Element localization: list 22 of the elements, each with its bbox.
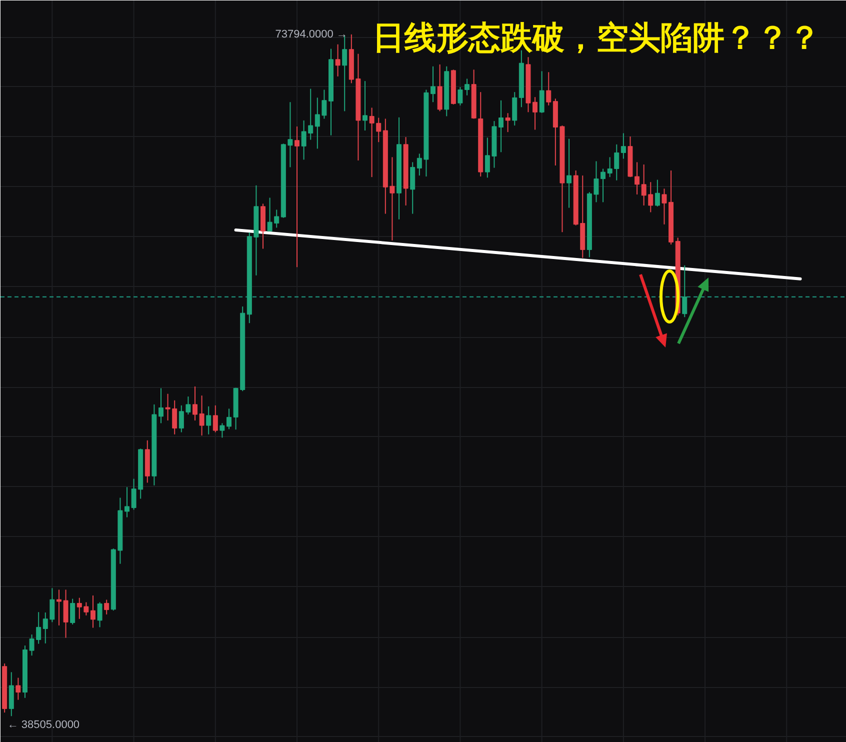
candlestick: [294, 126, 300, 268]
candlestick: [362, 80, 368, 132]
candlestick: [335, 44, 340, 77]
candlestick: [546, 72, 552, 106]
candlestick: [410, 162, 416, 214]
candlestick: [620, 132, 626, 160]
candlestick: [512, 92, 518, 126]
candlestick: [97, 602, 102, 628]
annotation: ← 38505.0000: [7, 719, 80, 732]
candlestick: [505, 112, 510, 133]
text: 日线形态跌破，空头陷阱？？？: [372, 18, 820, 56]
candlestick: [8, 672, 14, 717]
annotation: 73794.0000 →: [275, 28, 348, 40]
candlestick: [566, 138, 572, 208]
candlestick: [437, 64, 442, 112]
candlestick: [539, 70, 544, 114]
candlestick: [16, 677, 21, 700]
candlestick: [212, 404, 218, 433]
candlestick: [104, 599, 110, 615]
candlestick: [654, 179, 660, 207]
candlestick: [70, 598, 76, 625]
candlestick: [206, 406, 212, 435]
